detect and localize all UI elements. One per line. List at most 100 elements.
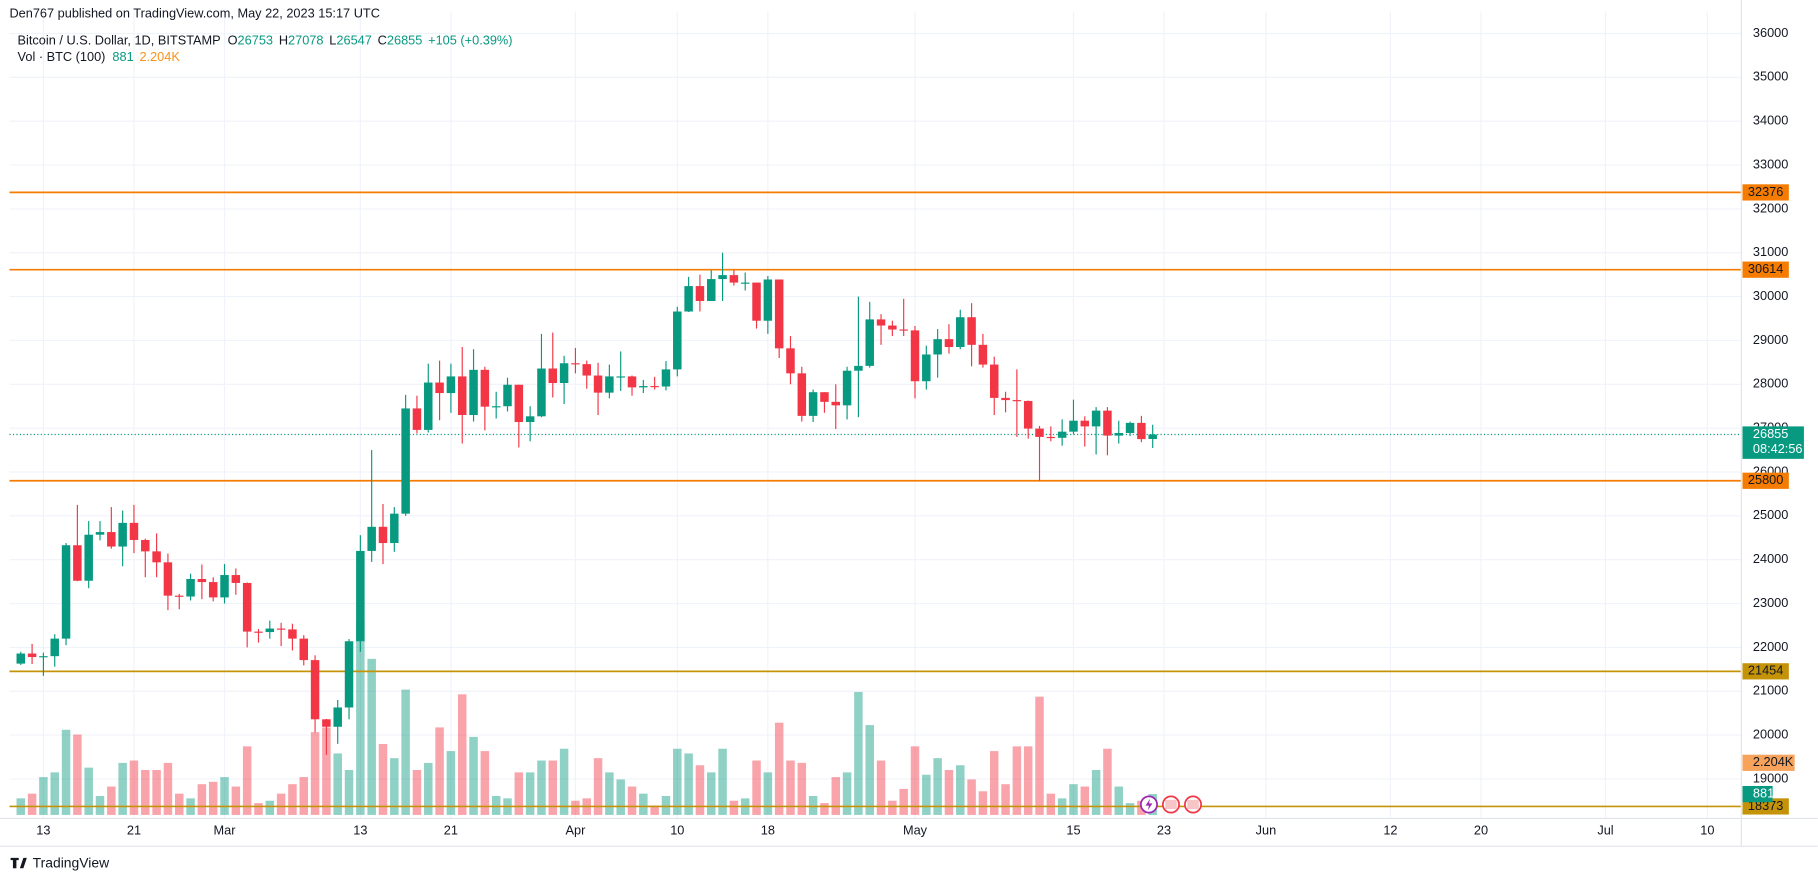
- volume-bar: [129, 760, 139, 815]
- candle-body: [1069, 420, 1078, 432]
- candle-body: [865, 319, 874, 366]
- level-label: 32376: [1748, 184, 1783, 199]
- candle-body: [163, 562, 173, 596]
- ohlc-label: H: [279, 33, 288, 48]
- candle-body: [559, 363, 569, 383]
- candle-body: [197, 578, 207, 583]
- volume-bar: [1012, 746, 1022, 815]
- volume-bar: [605, 772, 614, 815]
- candle-body: [401, 408, 410, 514]
- level-label: 25800: [1748, 472, 1783, 487]
- volume-bar: [491, 796, 501, 815]
- open-value: 26753: [238, 33, 273, 48]
- candle-body: [707, 279, 716, 301]
- candle-body: [1001, 397, 1010, 401]
- volume-bar: [978, 791, 988, 815]
- volume-bar: [390, 758, 399, 815]
- y-tick-label: 20000: [1753, 726, 1788, 741]
- volume-title: Vol · BTC (100): [18, 49, 106, 64]
- volume-bar: [989, 751, 999, 815]
- candle-body: [673, 311, 682, 370]
- candle-body: [831, 401, 841, 406]
- candle-body: [1114, 432, 1123, 436]
- volume-bar: [639, 793, 648, 815]
- candle-body: [956, 317, 965, 348]
- candle-body: [390, 513, 399, 544]
- volume-bar: [61, 729, 71, 815]
- volume-bar: [480, 751, 490, 815]
- volume-bar: [333, 753, 342, 815]
- candle-body: [1148, 434, 1157, 439]
- volume-bar: [910, 746, 920, 815]
- candle-body: [797, 373, 807, 416]
- volume-bar: [1091, 769, 1101, 815]
- level-label-box: [1742, 261, 1789, 278]
- volume-bar: [344, 769, 354, 815]
- level-label: 30614: [1748, 261, 1783, 276]
- candle-body: [786, 348, 795, 374]
- candle-body: [84, 534, 93, 581]
- volume-bar: [650, 805, 659, 815]
- candle-body: [1012, 400, 1022, 402]
- candle-body: [1091, 410, 1101, 427]
- candle-body: [842, 370, 852, 406]
- candle-body: [322, 719, 331, 727]
- level-label-box: [1742, 184, 1789, 201]
- volume-bar: [1001, 784, 1010, 815]
- candle-body: [186, 578, 195, 597]
- candle-body: [424, 382, 433, 430]
- volume-bar: [118, 762, 127, 815]
- volume-bar: [718, 748, 727, 815]
- candle-body: [627, 376, 637, 388]
- volume-bar: [514, 772, 524, 815]
- candle-body: [718, 275, 727, 280]
- last-price-box: [1742, 426, 1804, 459]
- candle-body: [1046, 436, 1056, 439]
- candle-body: [1125, 422, 1135, 433]
- logo-text: TradingView: [33, 854, 110, 870]
- candle-body: [254, 631, 263, 633]
- candle-body: [276, 628, 286, 630]
- candle-body: [299, 638, 309, 661]
- change: +105 (+0.39%): [428, 33, 512, 48]
- event-icon-glyph: [1145, 798, 1153, 811]
- candle-body: [412, 408, 422, 430]
- candle-body: [333, 707, 342, 727]
- volume-bar: [876, 760, 886, 815]
- candle-body: [978, 344, 988, 365]
- volume-last-box: [1742, 785, 1773, 803]
- grid: [9, 11, 1742, 819]
- volume-ma-box: [1742, 754, 1795, 771]
- volume-bar: [548, 760, 558, 815]
- volume-bar: [593, 758, 603, 815]
- symbol-title: Bitcoin / U.S. Dollar, 1D, BITSTAMP: [18, 33, 221, 48]
- volume-bar: [888, 800, 897, 815]
- volume-bar: [559, 748, 569, 815]
- candle-body: [152, 551, 161, 563]
- candles: [16, 252, 1157, 755]
- candle-body: [820, 392, 829, 402]
- candle-body: [344, 641, 354, 708]
- volume-bar: [842, 772, 852, 815]
- volume-bar: [141, 769, 150, 815]
- countdown-label: 08:42:56: [1753, 441, 1803, 456]
- candle-body: [457, 376, 467, 415]
- y-tick-label: 25000: [1753, 507, 1788, 522]
- x-tick-label: 18: [761, 823, 775, 838]
- candle-body: [514, 384, 524, 423]
- candle-body: [661, 369, 671, 387]
- candle-body: [616, 376, 625, 378]
- volume-bar: [107, 786, 116, 815]
- y-tick-label: 29000: [1753, 332, 1788, 347]
- volume-bar: [865, 725, 874, 815]
- volume-bar: [231, 786, 241, 815]
- candle-body: [548, 368, 558, 383]
- x-tick-label: Jul: [1597, 823, 1613, 838]
- volume-bar: [424, 762, 433, 815]
- x-tick-label: 10: [1700, 823, 1714, 838]
- volume-bar: [820, 803, 829, 815]
- x-tick-label: 23: [1157, 823, 1171, 838]
